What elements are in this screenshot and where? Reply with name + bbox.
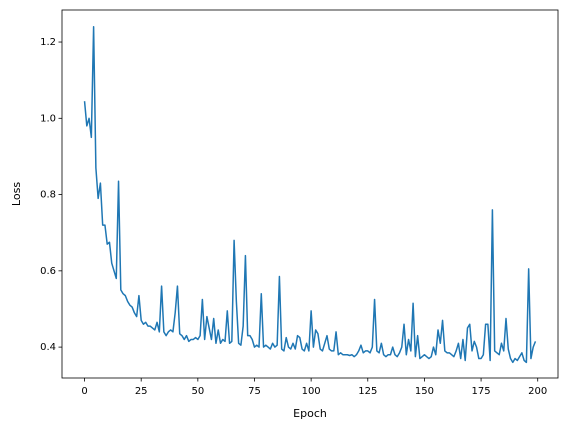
x-tick-label: 175 xyxy=(472,386,491,397)
x-tick-label: 50 xyxy=(191,386,204,397)
y-tick-label: 1.0 xyxy=(40,113,56,124)
x-tick-label: 0 xyxy=(81,386,87,397)
x-tick-label: 125 xyxy=(358,386,377,397)
y-tick-label: 0.6 xyxy=(40,266,56,277)
x-axis-label: Epoch xyxy=(293,407,327,420)
loss-line xyxy=(83,26,537,364)
x-tick-label: 25 xyxy=(135,386,148,397)
x-tick-label: 100 xyxy=(302,386,321,397)
plot-frame xyxy=(61,9,559,379)
y-tick-label: 1.2 xyxy=(40,37,56,48)
x-tick-label: 75 xyxy=(248,386,261,397)
x-tick-label: 200 xyxy=(528,386,547,397)
y-axis-label: Loss xyxy=(10,182,23,206)
y-tick-label: 0.8 xyxy=(40,190,56,201)
y-tick-label: 0.4 xyxy=(40,342,56,353)
x-tick-label: 150 xyxy=(415,386,434,397)
